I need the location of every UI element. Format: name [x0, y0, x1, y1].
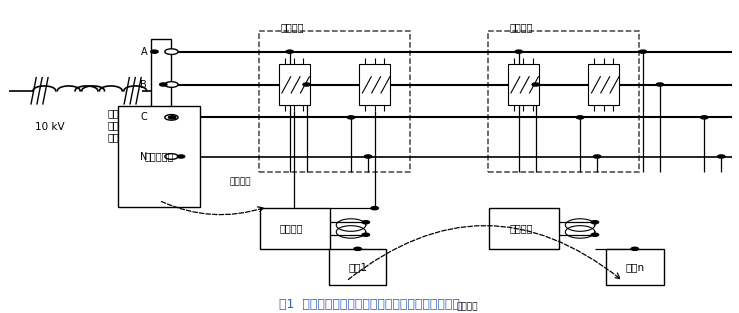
Text: 10 kV: 10 kV — [35, 122, 64, 132]
Circle shape — [151, 50, 158, 53]
Text: B: B — [140, 80, 147, 90]
Circle shape — [165, 115, 178, 120]
Text: A: A — [140, 47, 147, 57]
Circle shape — [303, 83, 310, 86]
Bar — [118, 106, 200, 207]
Circle shape — [639, 50, 647, 53]
Bar — [329, 249, 386, 285]
Text: 换相单元: 换相单元 — [281, 22, 304, 32]
Circle shape — [168, 116, 176, 119]
Circle shape — [576, 116, 584, 119]
Text: 变频电源: 变频电源 — [509, 223, 533, 233]
Circle shape — [701, 116, 708, 119]
Circle shape — [371, 207, 378, 210]
Circle shape — [591, 233, 599, 236]
Bar — [151, 39, 171, 167]
Circle shape — [362, 221, 370, 224]
Text: 总控制中心: 总控制中心 — [144, 151, 174, 162]
Circle shape — [532, 83, 539, 86]
Circle shape — [165, 49, 178, 54]
Text: 变频电源: 变频电源 — [280, 223, 304, 233]
Text: 发送指令: 发送指令 — [457, 302, 478, 311]
Text: 换相单元: 换相单元 — [510, 22, 534, 32]
Circle shape — [165, 82, 178, 87]
Bar — [260, 208, 330, 249]
Circle shape — [631, 247, 638, 250]
Text: 用户n: 用户n — [625, 262, 644, 272]
Circle shape — [177, 155, 185, 158]
Text: 发送指令: 发送指令 — [229, 177, 251, 186]
Text: 用户1: 用户1 — [348, 262, 367, 272]
Circle shape — [160, 83, 167, 86]
Bar — [588, 64, 619, 105]
Bar — [508, 64, 539, 105]
Circle shape — [718, 155, 725, 158]
Circle shape — [593, 155, 601, 158]
Circle shape — [591, 221, 599, 224]
Circle shape — [515, 50, 522, 53]
Text: C: C — [140, 112, 147, 122]
Bar — [259, 31, 410, 172]
Bar — [279, 64, 310, 105]
Bar — [489, 208, 559, 249]
Circle shape — [364, 155, 372, 158]
Text: 低压
配电
台区: 低压 配电 台区 — [107, 108, 119, 143]
Bar — [359, 64, 390, 105]
Circle shape — [362, 233, 370, 236]
Bar — [606, 249, 664, 285]
Circle shape — [165, 154, 178, 159]
Bar — [488, 31, 639, 172]
Circle shape — [347, 116, 355, 119]
Text: 图1  基于变频电源的三相不平衡治理总体结构示意图: 图1 基于变频电源的三相不平衡治理总体结构示意图 — [279, 298, 460, 311]
Text: N: N — [140, 151, 147, 162]
Circle shape — [656, 83, 664, 86]
Circle shape — [354, 247, 361, 250]
Circle shape — [286, 50, 293, 53]
